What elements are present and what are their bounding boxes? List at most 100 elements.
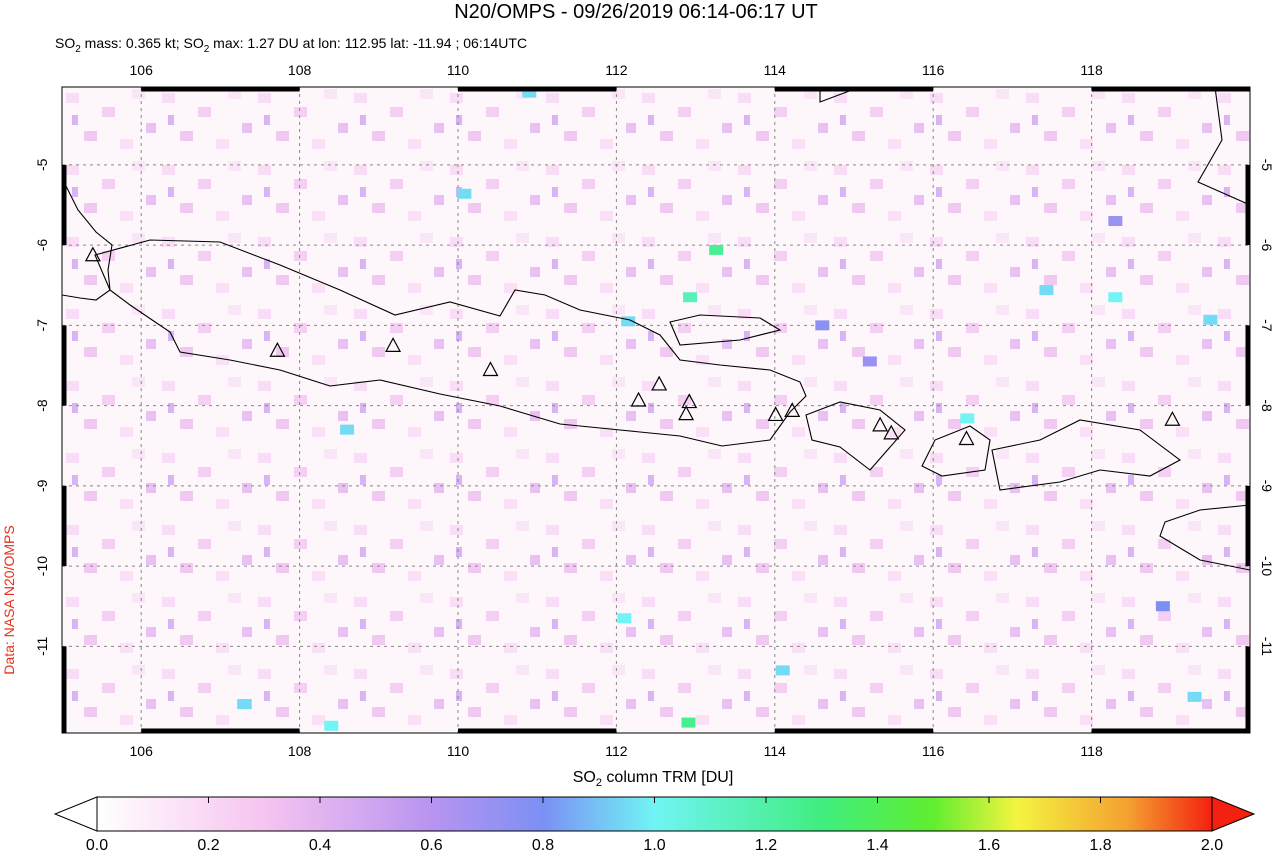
- colorbar-tick-label: 2.0: [1201, 837, 1223, 853]
- x-tick-label-top: 108: [288, 62, 312, 78]
- y-tick-label-left: -8: [34, 399, 50, 412]
- so2-pixel: [775, 665, 790, 676]
- y-tick-label-left: -10: [34, 556, 50, 576]
- y-tick-label-right: -11: [1259, 637, 1272, 656]
- x-tick-label-top: 106: [130, 62, 154, 78]
- subtitle-part: max: 1.27 DU at lon: 112.95 lat: -11.94 …: [209, 35, 527, 51]
- coastlines: [62, 87, 1250, 571]
- colorbar-tick-label: 1.0: [643, 837, 665, 853]
- coast-madura: [669, 314, 782, 346]
- x-tick-label-bottom: 110: [447, 743, 470, 759]
- x-tick-label-bottom: 112: [605, 743, 628, 759]
- x-tick-label-bottom: 116: [922, 743, 945, 759]
- so2-pixel: [683, 292, 698, 303]
- volcano: [1164, 410, 1181, 426]
- y-tick-label-right: -7: [1259, 319, 1272, 332]
- colorbar-label-part: column TRM [DU]: [602, 769, 733, 786]
- degree-bars: [61, 86, 1251, 734]
- subtitle-sub: 2: [75, 44, 81, 55]
- x-tick-label-top: 116: [922, 62, 945, 78]
- y-tick-label-left: -11: [34, 637, 50, 656]
- so2-pixel: [522, 87, 537, 98]
- colorbar-tick-label: 1.2: [755, 837, 777, 853]
- volcano: [630, 391, 647, 407]
- volcano: [883, 424, 900, 440]
- volcano: [269, 341, 286, 357]
- volcano: [767, 406, 784, 422]
- volcano: [872, 416, 889, 432]
- y-tick-label-right: -8: [1259, 399, 1272, 412]
- volcano: [482, 361, 499, 377]
- x-tick-label-top: 118: [1080, 62, 1103, 78]
- y-tick-label-right: -5: [1259, 159, 1272, 172]
- so2-pixel: [324, 720, 339, 731]
- so2-pixel: [1039, 285, 1054, 296]
- colorbar-label: SO2 column TRM [DU]: [573, 769, 734, 789]
- colorbar-tick-label: 1.8: [1089, 837, 1111, 853]
- so2-pixels: [237, 87, 1218, 731]
- volcano: [681, 393, 698, 409]
- colorbar-ticks: 0.0 0.2 0.4 0.6 0.8 1.0 1.2 1.4 1.6 1.8 2.0: [86, 797, 1223, 854]
- so2-pixel: [237, 699, 252, 710]
- volcano: [784, 402, 801, 418]
- coast-sumba: [1159, 504, 1250, 571]
- coast-sumbawa: [991, 419, 1182, 491]
- volcano: [958, 430, 975, 446]
- x-tick-label-top: 110: [447, 62, 470, 78]
- so2-pixel: [681, 717, 696, 728]
- volcano: [651, 375, 668, 391]
- so2-pixel: [862, 356, 877, 367]
- so2-pixel: [960, 413, 975, 424]
- subtitle-sub: 2: [204, 44, 210, 55]
- colorbar-over-arrow: [1211, 796, 1256, 832]
- x-tick-label-bottom: 108: [288, 743, 312, 759]
- coast-borneo: [819, 87, 853, 103]
- x-tick-label-bottom: 114: [764, 743, 787, 759]
- y-tick-label-left: -9: [34, 479, 50, 492]
- x-tick-label-top: 114: [764, 62, 787, 78]
- colorbar-label-part: SO: [573, 769, 596, 786]
- coast-flores: [1197, 87, 1250, 206]
- colorbar-tick-label: 1.6: [978, 837, 1000, 853]
- so2-pixel: [815, 320, 830, 331]
- y-tick-label-left: -7: [34, 319, 50, 332]
- volcano: [84, 246, 101, 262]
- map-frame: [61, 86, 1251, 734]
- coast-java: [94, 239, 807, 447]
- colorbar-tick-label: 0.0: [86, 837, 108, 853]
- so2-pixel: [1155, 601, 1170, 612]
- volcano: [678, 405, 695, 421]
- so2-field: [62, 87, 1250, 733]
- so2-pixel: [621, 316, 636, 327]
- x-tick-label-bottom: 118: [1080, 743, 1103, 759]
- chart-title: N20/OMPS - 09/26/2019 06:14-06:17 UT: [454, 1, 818, 23]
- so2-pixel: [617, 613, 632, 624]
- coast-lombok: [921, 425, 991, 477]
- credit: Data: NASA N20/OMPS: [1, 525, 17, 674]
- so2-pixel: [1108, 292, 1123, 303]
- y-tick-label-left: -6: [34, 239, 50, 252]
- subtitle-part: SO: [55, 35, 75, 51]
- so2-pixel: [457, 188, 472, 199]
- colorbar-tick-label: 0.6: [420, 837, 442, 853]
- subtitle-part: mass: 0.365 kt; SO: [81, 35, 204, 51]
- y-tick-label-left: -5: [34, 158, 50, 171]
- so2-pixel: [1203, 314, 1218, 325]
- colorbar-under-arrow: [53, 796, 98, 832]
- volcano: [385, 337, 402, 352]
- coast-bali: [805, 401, 906, 471]
- y-tick-label-right: -9: [1259, 480, 1272, 493]
- colorbar-tick-label: 0.4: [309, 837, 331, 853]
- colorbar: [96, 796, 1213, 832]
- x-tick-label-bottom: 106: [130, 743, 154, 759]
- so2-pixel: [1108, 216, 1123, 227]
- so2-pixel: [709, 244, 724, 255]
- colorbar-tick-label: 1.4: [866, 837, 888, 853]
- volcanoes: [84, 246, 1181, 446]
- so2-pixel: [1187, 691, 1202, 702]
- colorbar-label-sub: 2: [596, 777, 602, 789]
- coast-sumatra: [62, 177, 113, 301]
- y-tick-label-right: -6: [1259, 239, 1272, 252]
